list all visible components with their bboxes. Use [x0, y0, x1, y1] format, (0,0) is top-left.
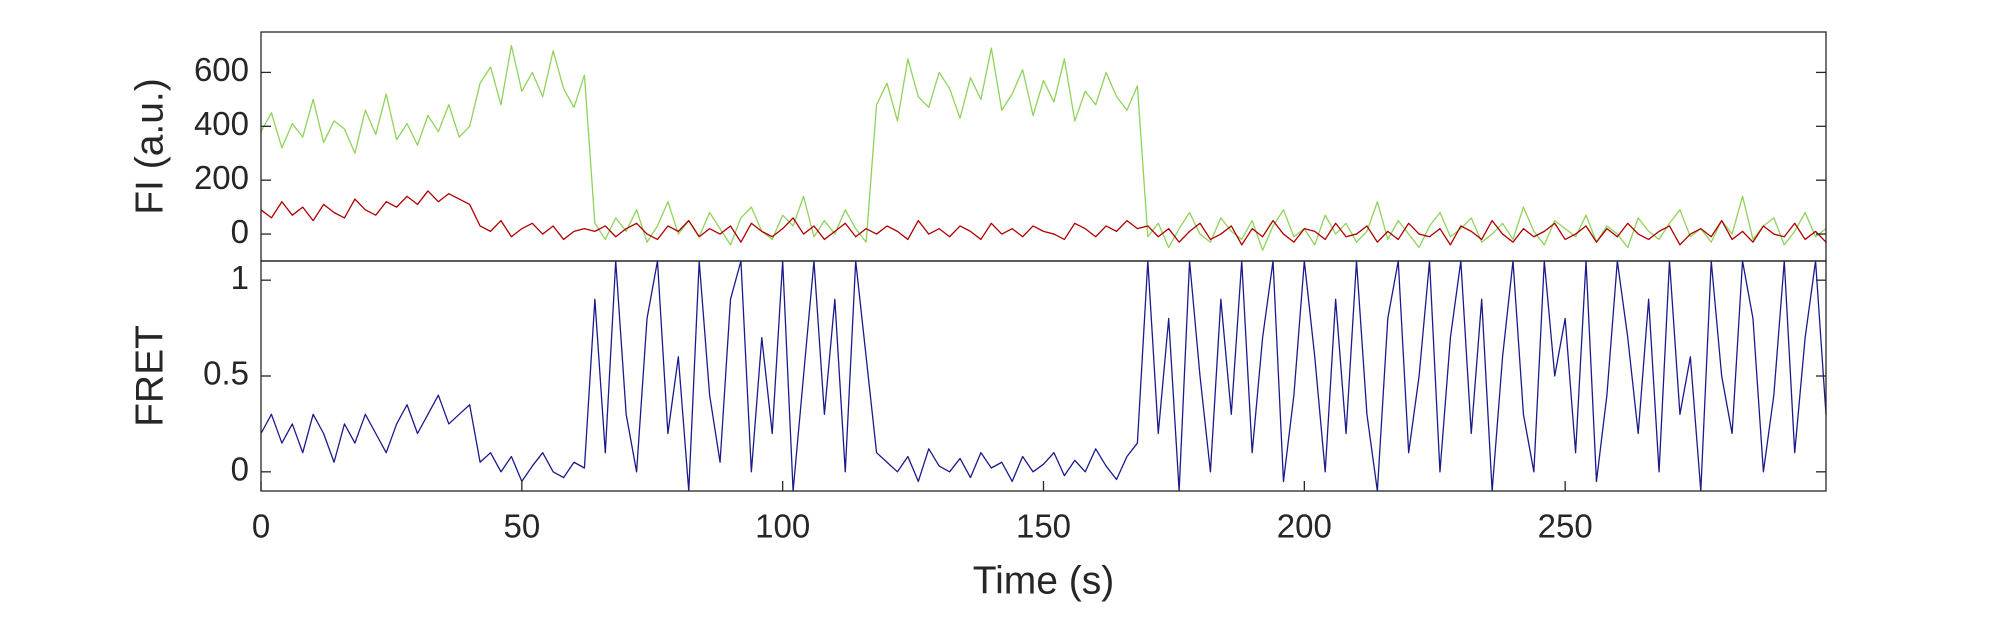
x-tick-label: 150: [1016, 508, 1071, 545]
y-axis-label: FI (a.u.): [128, 78, 171, 215]
y-tick-label: 0.5: [203, 355, 249, 392]
y-tick-label: 0: [231, 213, 249, 250]
x-axis-label: Time (s): [973, 559, 1115, 602]
y-tick-label: 0: [231, 451, 249, 488]
x-tick-label: 100: [755, 508, 810, 545]
trace: [260, 190, 1827, 246]
y-tick-label: 600: [194, 51, 249, 88]
trace: [260, 44, 1827, 251]
x-tick-label: 200: [1277, 508, 1332, 545]
x-tick-label: 0: [252, 508, 270, 545]
y-axis-label: FRET: [128, 325, 171, 427]
y-tick-label: 200: [194, 159, 249, 196]
y-tick-label: 400: [194, 105, 249, 142]
y-tick-label: 1: [231, 259, 249, 296]
trace: [260, 260, 1827, 492]
x-tick-label: 50: [503, 508, 540, 545]
x-tick-label: 250: [1538, 508, 1593, 545]
